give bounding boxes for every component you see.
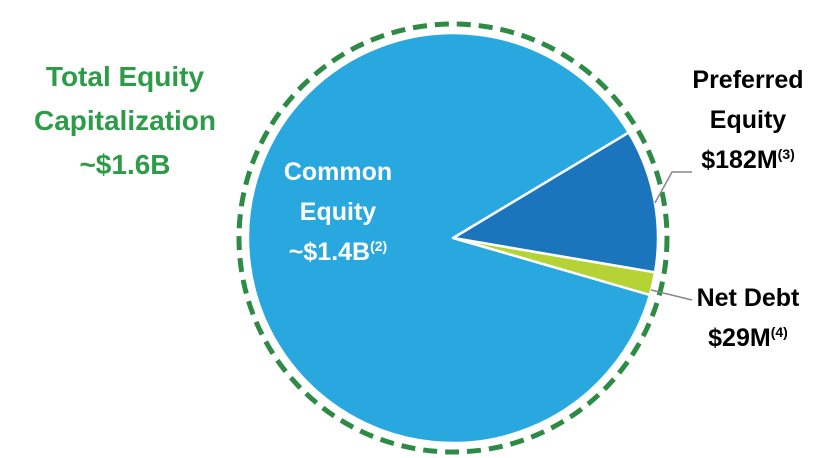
chart-title: Total Equity Capitalization ~$1.6B (0, 55, 250, 187)
category-label: Net Debt (696, 284, 800, 312)
slice-label: Common Equity ~$1.4B(2) (258, 152, 418, 272)
footnote-ref: (2) (370, 238, 388, 254)
value-label: $182M (701, 146, 778, 174)
leader-line (654, 171, 692, 204)
slice-label: Preferred Equity $182M(3) (668, 60, 822, 180)
footnote-ref: (4) (770, 324, 788, 340)
pie-slice (451, 131, 660, 274)
leader-line (650, 289, 693, 301)
pie-slice (246, 31, 652, 445)
category-label: Preferred Equity (692, 66, 804, 134)
footnote-ref: (3) (777, 146, 795, 162)
dashed-outline (236, 21, 670, 455)
value-label: $29M (708, 324, 771, 352)
subtitle-text: ~$1.6B (79, 149, 171, 180)
category-label: Common Equity (283, 158, 393, 226)
value-label: ~$1.4B (288, 238, 371, 266)
slice-label: Net Debt $29M(4) (668, 278, 822, 358)
title-text: Total Equity Capitalization (33, 61, 216, 136)
